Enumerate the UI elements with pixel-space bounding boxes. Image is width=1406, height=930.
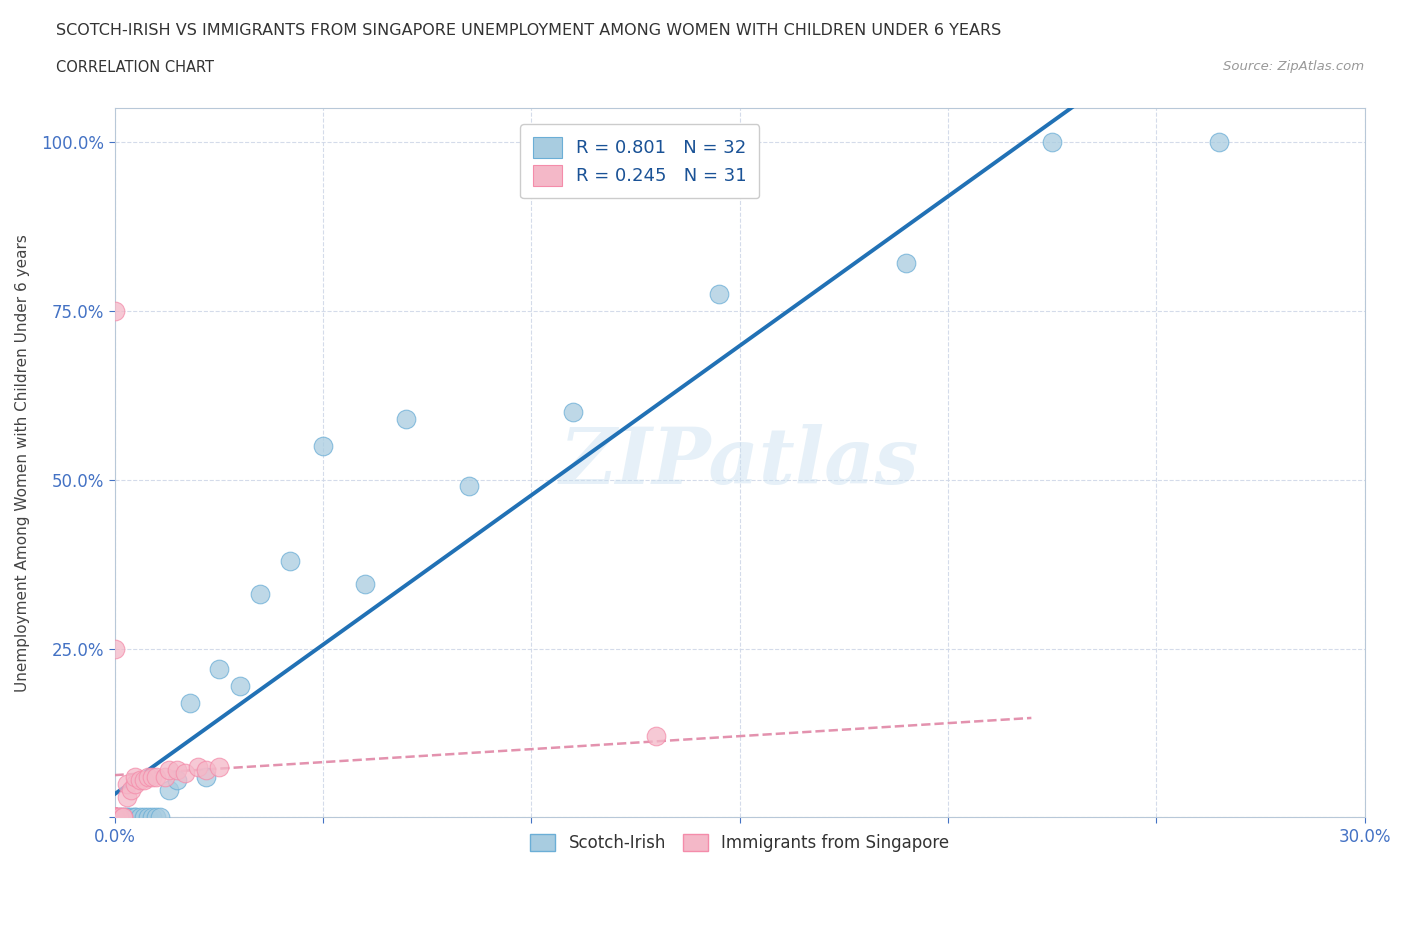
Point [353, 577, 375, 591]
Point [187, 759, 209, 774]
Point [115, 810, 138, 825]
Point [124, 810, 146, 825]
Point [103, 810, 125, 825]
Point [111, 810, 134, 825]
Point [145, 769, 167, 784]
Point [153, 769, 176, 784]
Point [249, 587, 271, 602]
Point [136, 810, 159, 825]
Y-axis label: Unemployment Among Women with Children Under 6 years: Unemployment Among Women with Children U… [15, 233, 30, 692]
Point [195, 763, 218, 777]
Point [174, 766, 197, 781]
Point [278, 553, 301, 568]
Point [107, 810, 129, 825]
Point [115, 810, 138, 825]
Point [157, 763, 180, 777]
Point [896, 256, 918, 271]
Point [141, 810, 163, 825]
Point [132, 773, 155, 788]
Point [107, 810, 129, 825]
Point [141, 769, 163, 784]
Point [115, 790, 138, 804]
Point [111, 810, 134, 825]
Text: ZIPatlas: ZIPatlas [560, 424, 920, 501]
Text: SCOTCH-IRISH VS IMMIGRANTS FROM SINGAPORE UNEMPLOYMENT AMONG WOMEN WITH CHILDREN: SCOTCH-IRISH VS IMMIGRANTS FROM SINGAPOR… [56, 23, 1001, 38]
Point [195, 769, 218, 784]
Point [103, 810, 125, 825]
Point [157, 783, 180, 798]
Point [136, 769, 159, 784]
Point [166, 773, 188, 788]
Point [103, 641, 125, 656]
Point [120, 783, 142, 798]
Point [124, 769, 146, 784]
Point [107, 810, 129, 825]
Point [228, 678, 250, 693]
Point [103, 810, 125, 825]
Point [103, 303, 125, 318]
Point [457, 479, 479, 494]
Point [103, 810, 125, 825]
Point [115, 777, 138, 791]
Point [395, 411, 418, 426]
Point [124, 810, 146, 825]
Point [208, 759, 231, 774]
Point [103, 810, 125, 825]
Point [103, 810, 125, 825]
Point [120, 810, 142, 825]
Point [103, 810, 125, 825]
Point [1208, 134, 1230, 149]
Point [132, 810, 155, 825]
Point [111, 810, 134, 825]
Point [103, 810, 125, 825]
Point [1040, 134, 1063, 149]
Point [561, 405, 583, 419]
Point [124, 777, 146, 791]
Point [645, 729, 668, 744]
Point [208, 661, 231, 676]
Point [145, 810, 167, 825]
Text: Source: ZipAtlas.com: Source: ZipAtlas.com [1223, 60, 1364, 73]
Point [707, 286, 730, 301]
Legend: Scotch-Irish, Immigrants from Singapore: Scotch-Irish, Immigrants from Singapore [523, 827, 956, 858]
Point [103, 810, 125, 825]
Point [103, 810, 125, 825]
Text: CORRELATION CHART: CORRELATION CHART [56, 60, 214, 75]
Point [312, 438, 335, 453]
Point [149, 810, 172, 825]
Point [166, 763, 188, 777]
Point [128, 773, 150, 788]
Point [179, 695, 201, 710]
Point [128, 810, 150, 825]
